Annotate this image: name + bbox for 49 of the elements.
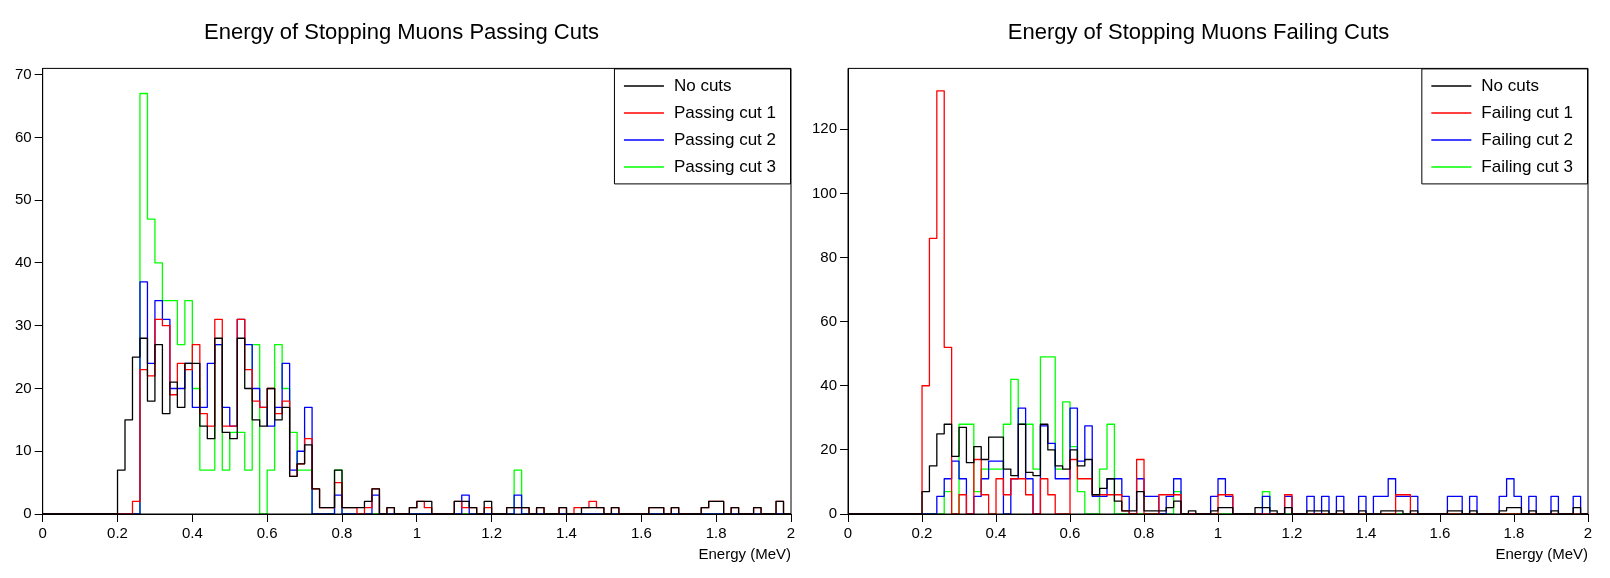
y-tick-label: 20 [820,440,838,458]
legend-label: Failing cut 3 [1481,156,1574,176]
x-tick-label: 2 [786,524,796,542]
legend-label: Passing cut 2 [673,129,776,149]
x-axis-title: Energy (MeV) [698,545,791,563]
chart-title: Energy of Stopping Muons Failing Cuts [1007,19,1390,45]
x-tick-label: 1 [412,524,422,542]
x-tick-label: 0.2 [911,524,933,542]
x-tick-label: 0.4 [181,524,203,542]
y-tick-label: 40 [15,253,32,271]
legend-label: Failing cut 2 [1481,129,1574,149]
x-axis-title: Energy (MeV) [1495,545,1588,563]
x-tick-label: 1.4 [1355,524,1377,542]
x-tick-label: 0 [843,524,853,542]
y-tick-label: 20 [15,378,32,396]
legend-label: No cuts [673,75,732,95]
x-tick-label: 1.8 [705,524,727,542]
y-tick-label: 60 [820,311,838,329]
legend-label: Passing cut 3 [673,156,776,176]
y-tick-label: 80 [820,247,838,265]
y-tick-label: 50 [15,190,32,208]
legend-label: No cuts [1481,75,1539,95]
x-tick-label: 0.8 [1133,524,1155,542]
x-tick-label: 1.2 [481,524,503,542]
x-tick-label: 1.4 [556,524,577,542]
legend-label: Failing cut 1 [1481,102,1574,122]
y-tick-label: 70 [15,64,32,82]
x-tick-label: 0.2 [107,524,128,542]
y-tick-label: 10 [15,441,32,459]
x-tick-label: 1.2 [1281,524,1303,542]
chart-title: Energy of Stopping Muons Passing Cuts [203,19,600,45]
x-tick-label: 0 [38,524,47,542]
x-tick-label: 0.6 [256,524,278,542]
y-tick-label: 120 [812,119,838,137]
y-tick-label: 100 [812,183,838,201]
x-tick-label: 1.8 [1503,524,1525,542]
y-tick-label: 60 [15,127,32,145]
x-tick-label: 1.6 [630,524,652,542]
x-tick-label: 2 [1583,524,1593,542]
x-tick-label: 0.4 [985,524,1007,542]
y-tick-label: 40 [820,375,838,393]
y-tick-label: 0 [23,504,32,522]
x-tick-label: 1.6 [1429,524,1451,542]
legend-label: Passing cut 1 [673,102,776,122]
x-tick-label: 0.6 [1059,524,1081,542]
x-tick-label: 1 [1213,524,1223,542]
y-tick-label: 0 [828,504,838,522]
x-tick-label: 0.8 [331,524,353,542]
y-tick-label: 30 [15,315,32,333]
